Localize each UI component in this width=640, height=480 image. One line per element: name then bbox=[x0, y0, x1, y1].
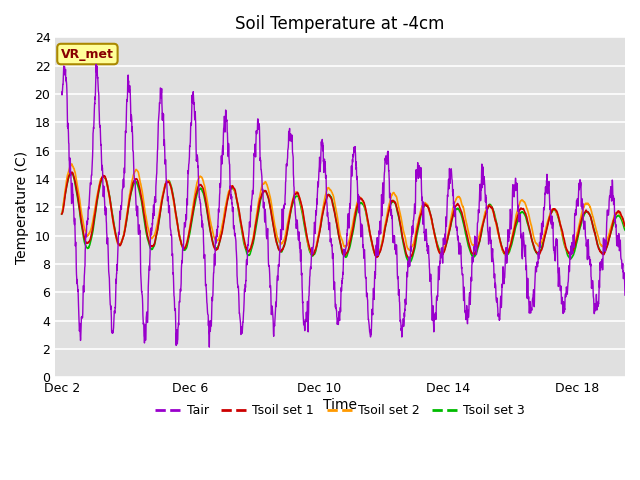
Title: Soil Temperature at -4cm: Soil Temperature at -4cm bbox=[236, 15, 445, 33]
Legend: Tair, Tsoil set 1, Tsoil set 2, Tsoil set 3: Tair, Tsoil set 1, Tsoil set 2, Tsoil se… bbox=[150, 399, 530, 422]
Y-axis label: Temperature (C): Temperature (C) bbox=[15, 151, 29, 264]
X-axis label: Time: Time bbox=[323, 398, 357, 412]
Text: VR_met: VR_met bbox=[61, 48, 114, 60]
